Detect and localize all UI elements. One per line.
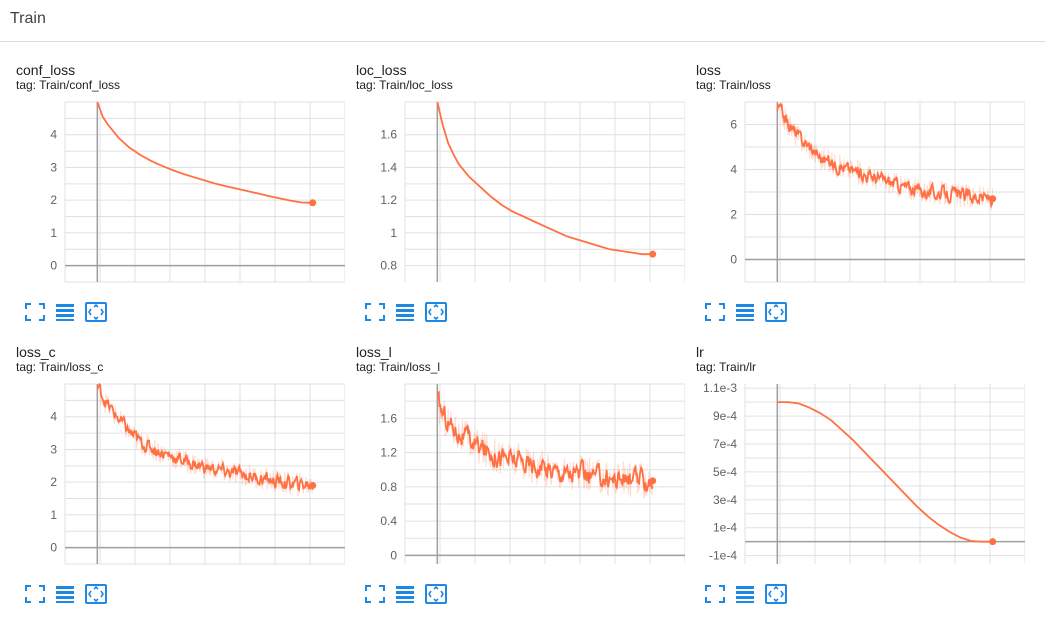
y-tick-label: 1.6: [380, 411, 397, 425]
chart-tag: tag: Train/lr: [696, 360, 757, 374]
toggle-log-scale-icon[interactable]: [735, 584, 757, 604]
expand-icon[interactable]: [765, 584, 787, 604]
chart-title: lr: [696, 344, 704, 360]
section-title: Train: [10, 10, 46, 27]
chart-card-lr: lr tag: Train/lr -1e-4 1e-4 3e-4 5e-4 7e-4 9e-4…: [680, 344, 1025, 626]
y-tick-label: 0: [50, 259, 57, 273]
fit-domain-icon[interactable]: [364, 302, 386, 322]
series-line: [96, 101, 313, 204]
y-tick-label: 2: [50, 475, 57, 489]
fit-domain-icon[interactable]: [704, 302, 726, 322]
y-tick-label: 0.8: [380, 480, 397, 494]
chart-plot[interactable]: 0 1 2 3 4: [0, 374, 345, 574]
toggle-log-scale-icon[interactable]: [55, 302, 77, 322]
chart-title: loss_l: [356, 344, 392, 360]
series-end-point: [309, 481, 317, 489]
y-tick-label: 1: [50, 226, 57, 240]
series-line: [777, 401, 993, 543]
y-tick-label: 1.2: [380, 193, 397, 207]
chart-title: loss_c: [16, 344, 56, 360]
series-smoothed-line: [96, 382, 314, 493]
expand-icon[interactable]: [85, 584, 107, 604]
y-tick-label: -1e-4: [709, 549, 737, 563]
chart-card-loss-l: loss_l tag: Train/loss_l 0 0.4 0.8 1.2 1.6: [340, 344, 685, 626]
y-tick-label: 0: [390, 548, 397, 562]
expand-icon[interactable]: [85, 302, 107, 322]
series-end-point: [649, 477, 657, 485]
series-line: [436, 101, 653, 256]
y-tick-label: 2: [50, 193, 57, 207]
series-end-point: [989, 195, 997, 203]
y-tick-label: 1.2: [380, 446, 397, 460]
y-tick-label: 1.6: [380, 128, 397, 142]
chart-card-loc-loss: loc_loss tag: Train/loc_loss 0.8 1 1.2 1.4 1.6: [340, 62, 685, 344]
chart-tag: tag: Train/loss_l: [356, 360, 441, 374]
series-smoothed-line: [776, 102, 994, 209]
y-tick-label: 1e-4: [713, 521, 737, 535]
chart-card-loss-c: loss_c tag: Train/loss_c 0 1 2 3 4: [0, 344, 345, 626]
chart-plot[interactable]: 0 0.4 0.8 1.2 1.6: [340, 374, 685, 574]
chart-title: conf_loss: [16, 62, 76, 78]
series-end-point: [649, 250, 657, 258]
chart-title: loc_loss: [356, 62, 407, 78]
chart-plot[interactable]: 0 1 2 3 4: [0, 92, 345, 292]
y-tick-label: 1.1e-3: [703, 381, 737, 395]
toggle-log-scale-icon[interactable]: [395, 584, 417, 604]
y-tick-label: 4: [50, 128, 57, 142]
toggle-log-scale-icon[interactable]: [55, 584, 77, 604]
y-tick-label: 3e-4: [713, 493, 737, 507]
y-tick-label: 3: [50, 442, 57, 456]
y-tick-label: 1.4: [380, 160, 397, 174]
y-tick-label: 1: [50, 508, 57, 522]
chart-tag: tag: Train/loc_loss: [356, 78, 453, 92]
chart-tag: tag: Train/loss_c: [16, 360, 104, 374]
fit-domain-icon[interactable]: [364, 584, 386, 604]
chart-title: loss: [696, 62, 721, 78]
y-tick-label: 3: [50, 160, 57, 174]
y-tick-label: 4: [730, 163, 737, 177]
y-tick-label: 0.8: [380, 259, 397, 273]
chart-plot[interactable]: -1e-4 1e-4 3e-4 5e-4 7e-4 9e-4 1.1e-3: [680, 374, 1025, 574]
toggle-log-scale-icon[interactable]: [395, 302, 417, 322]
expand-icon[interactable]: [765, 302, 787, 322]
fit-domain-icon[interactable]: [704, 584, 726, 604]
y-tick-label: 0: [50, 541, 57, 555]
chart-plot[interactable]: 0 2 4 6: [680, 92, 1025, 292]
y-tick-label: 6: [730, 118, 737, 132]
y-tick-label: 5e-4: [713, 465, 737, 479]
toggle-log-scale-icon[interactable]: [735, 302, 757, 322]
section-header[interactable]: Train: [0, 0, 1045, 42]
chart-plot[interactable]: 0.8 1 1.2 1.4 1.6: [340, 92, 685, 292]
chart-tag: tag: Train/conf_loss: [16, 78, 121, 92]
chart-tag: tag: Train/loss: [696, 78, 771, 92]
y-tick-label: 0: [730, 253, 737, 267]
series-end-point: [989, 538, 997, 546]
chart-card-loss: loss tag: Train/loss 0 2 4 6: [680, 62, 1025, 344]
y-tick-label: 1: [390, 226, 397, 240]
series-end-point: [309, 199, 317, 207]
expand-icon[interactable]: [425, 584, 447, 604]
expand-icon[interactable]: [425, 302, 447, 322]
chart-card-conf-loss: conf_loss tag: Train/conf_loss 0 1 2 3 4: [0, 62, 345, 344]
fit-domain-icon[interactable]: [24, 584, 46, 604]
fit-domain-icon[interactable]: [24, 302, 46, 322]
series-smoothed-line: [436, 390, 654, 494]
y-tick-label: 7e-4: [713, 437, 737, 451]
y-tick-label: 0.4: [380, 514, 397, 528]
y-tick-label: 2: [730, 208, 737, 222]
y-tick-label: 9e-4: [713, 409, 737, 423]
y-tick-label: 4: [50, 410, 57, 424]
